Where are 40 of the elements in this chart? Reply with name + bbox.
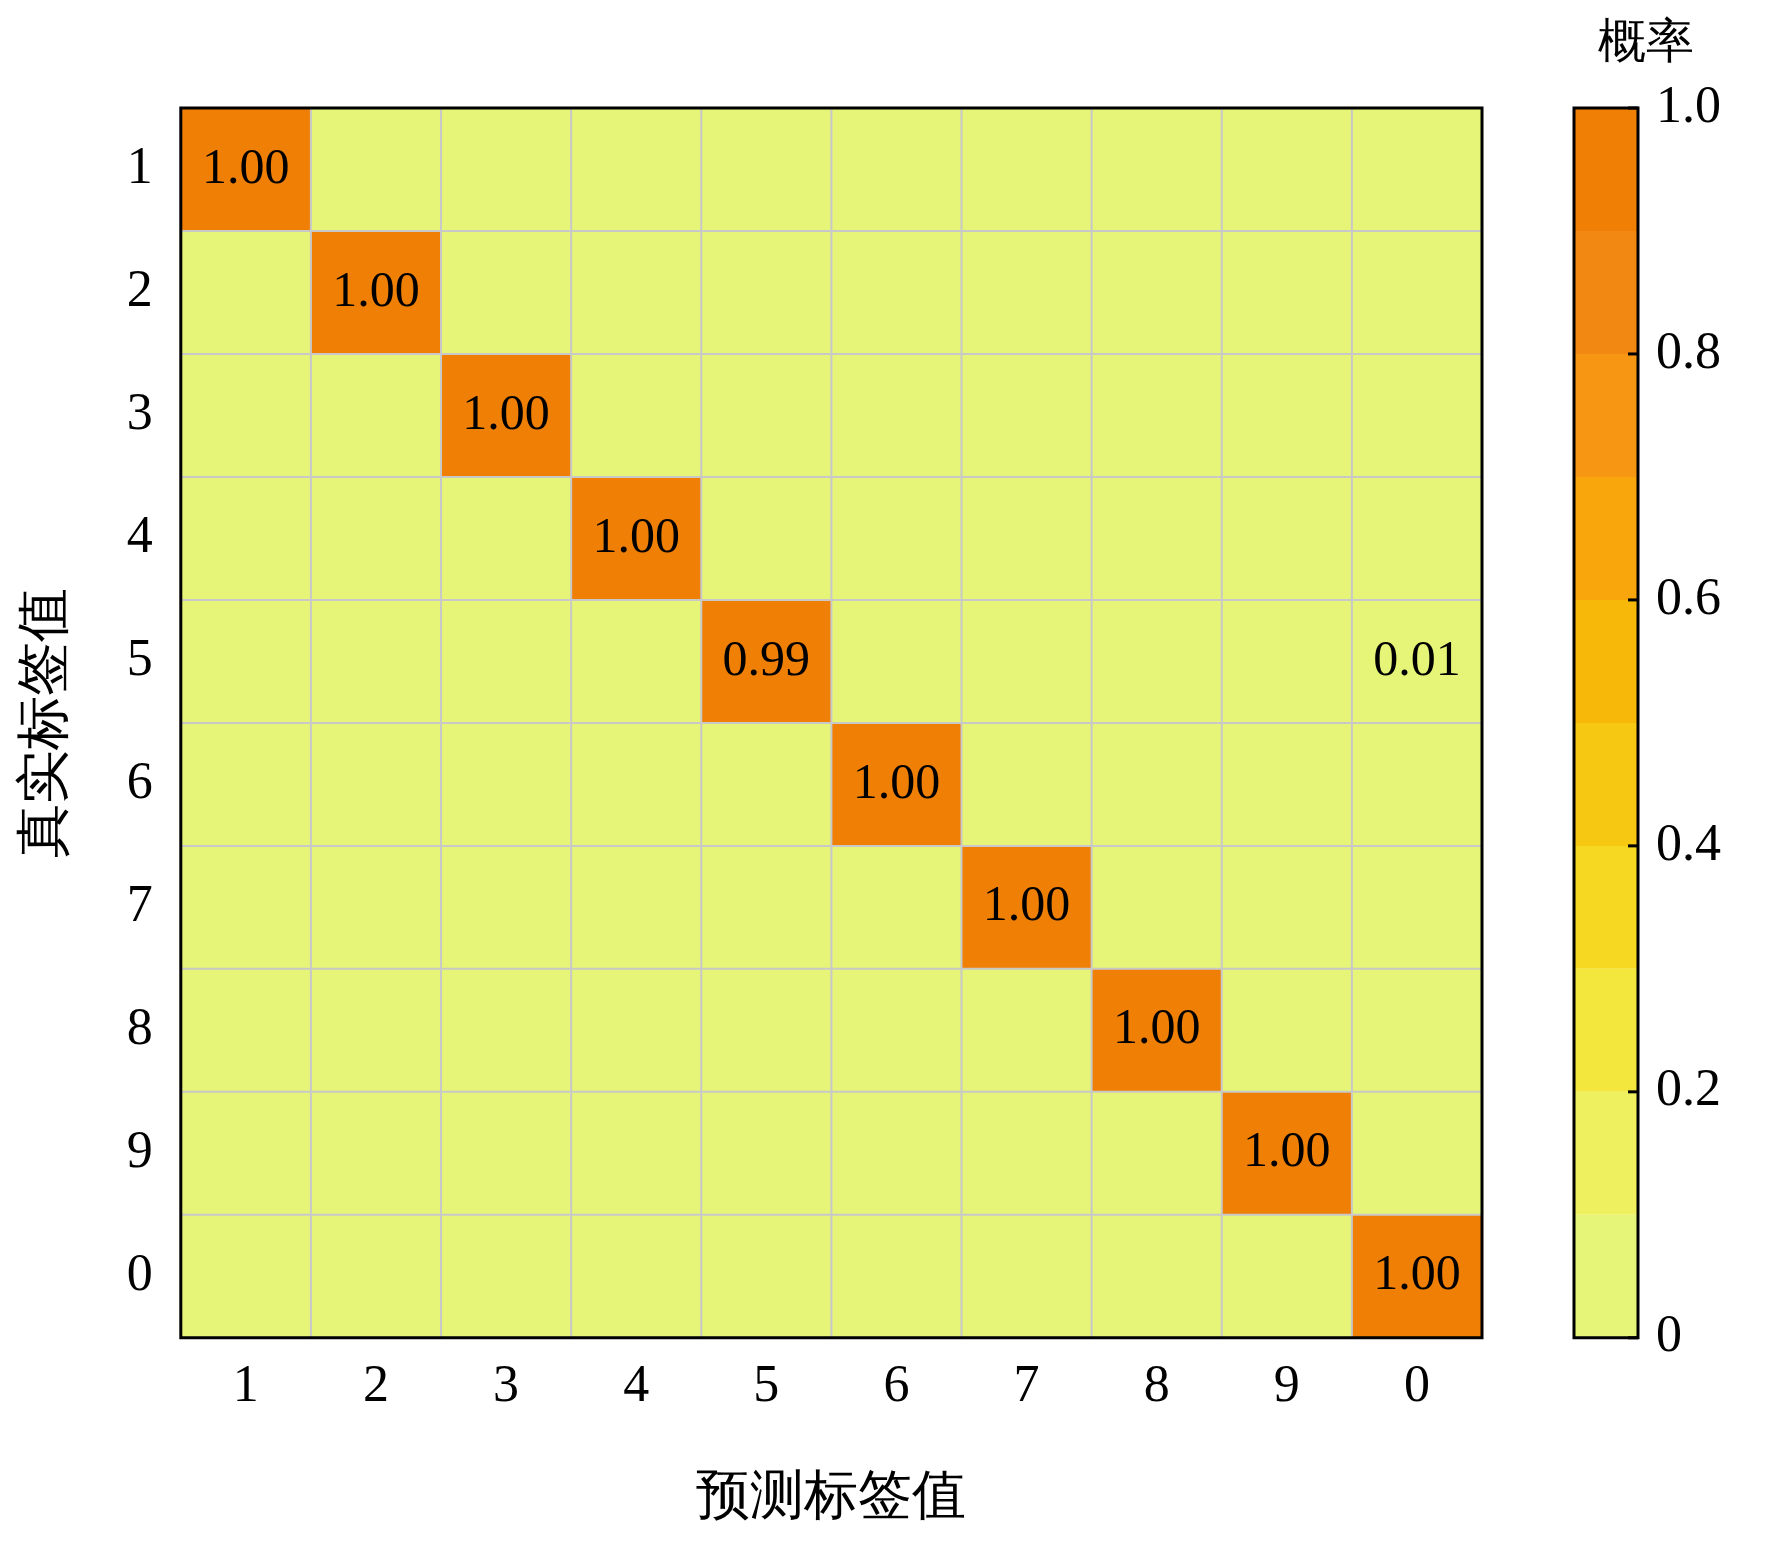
data-label: 0.99 xyxy=(722,629,811,686)
x-tick-label: 5 xyxy=(753,1354,780,1412)
data-label: 1.00 xyxy=(332,260,420,317)
data-label: 1.00 xyxy=(462,383,550,440)
y-tick-label: 9 xyxy=(126,1120,153,1178)
y-tick-label: 5 xyxy=(126,629,153,687)
x-tick-label: 8 xyxy=(1143,1354,1170,1412)
x-tick-label: 2 xyxy=(362,1354,389,1412)
x-tick-label: 3 xyxy=(493,1354,520,1412)
data-label: 1.00 xyxy=(202,137,290,194)
color-bar-title: 概率 xyxy=(1598,13,1694,67)
data-label: 1.00 xyxy=(982,875,1071,932)
color-bar-label: 0.8 xyxy=(1656,321,1721,379)
x-tick-label: 1 xyxy=(232,1354,259,1412)
y-tick-label: 4 xyxy=(126,506,153,564)
y-axis-title: 真实标签值 xyxy=(12,587,73,858)
color-bar-label: 0.6 xyxy=(1656,567,1721,625)
x-tick-label: 7 xyxy=(1013,1354,1040,1412)
y-tick-label: 1 xyxy=(126,137,153,195)
y-tick-label: 6 xyxy=(126,752,153,810)
x-tick-label: 6 xyxy=(883,1354,910,1412)
data-label: 1.00 xyxy=(1373,1244,1461,1301)
x-tick-label: 4 xyxy=(623,1354,650,1412)
data-label: 1.00 xyxy=(592,506,680,563)
color-bar-label: 0.4 xyxy=(1656,813,1721,871)
y-tick-label: 3 xyxy=(126,383,153,441)
y-tick-label: 0 xyxy=(126,1243,153,1301)
y-tick-label: 7 xyxy=(126,875,153,933)
x-axis-title: 预测标签值 xyxy=(696,1464,967,1525)
x-tick-label: 9 xyxy=(1273,1354,1300,1412)
y-tick-label: 8 xyxy=(126,998,153,1056)
data-label: 1.00 xyxy=(1243,1121,1331,1178)
color-bar-label: 1.0 xyxy=(1656,75,1721,133)
color-bar-label: 0.2 xyxy=(1656,1059,1721,1117)
color-bar-label: 0 xyxy=(1656,1305,1682,1363)
data-label: 0.01 xyxy=(1373,629,1461,686)
x-tick-label: 0 xyxy=(1403,1354,1430,1412)
y-tick-label: 2 xyxy=(126,260,153,318)
data-label: 1.00 xyxy=(1112,998,1201,1055)
data-label: 1.00 xyxy=(852,752,941,809)
